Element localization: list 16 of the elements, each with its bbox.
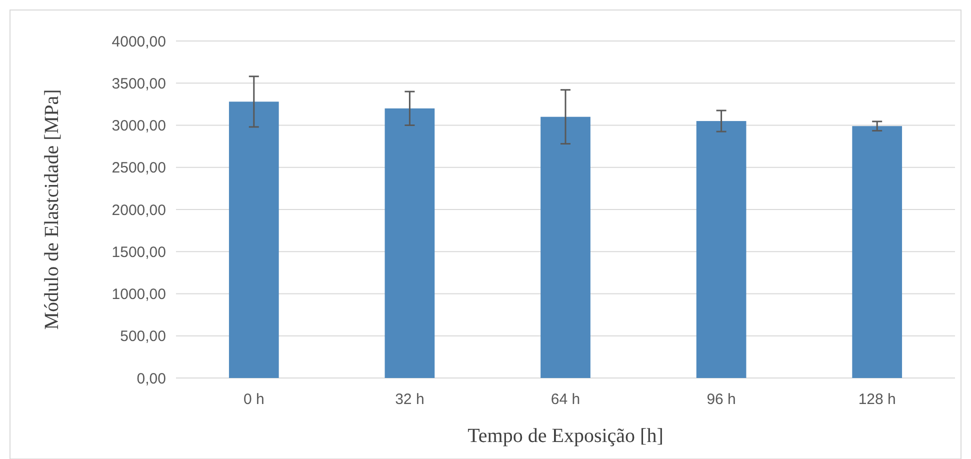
x-tick-label: 0 h [243,391,264,408]
x-tick-label: 128 h [858,391,896,408]
y-tick-label: 3000,00 [112,118,166,134]
y-tick-label: 0,00 [136,370,166,388]
y-tick-label: 1000,00 [112,286,166,303]
y-axis-title: Módulo de Elastcidade [MPa] [41,89,63,330]
x-tick-label: 32 h [395,391,424,408]
y-tick-label: 500,00 [120,328,166,346]
y-tick-label: 1500,00 [112,244,166,261]
y-tick-label: 2000,00 [112,202,166,219]
x-axis-title: Tempo de Exposição [h] [468,425,664,447]
x-tick-label: 64 h [550,391,580,408]
y-tick-label: 4000,00 [112,33,166,50]
x-tick-label: 96 h [706,391,736,408]
y-tick-label: 2500,00 [112,160,166,177]
y-tick-label: 3500,00 [112,75,166,92]
